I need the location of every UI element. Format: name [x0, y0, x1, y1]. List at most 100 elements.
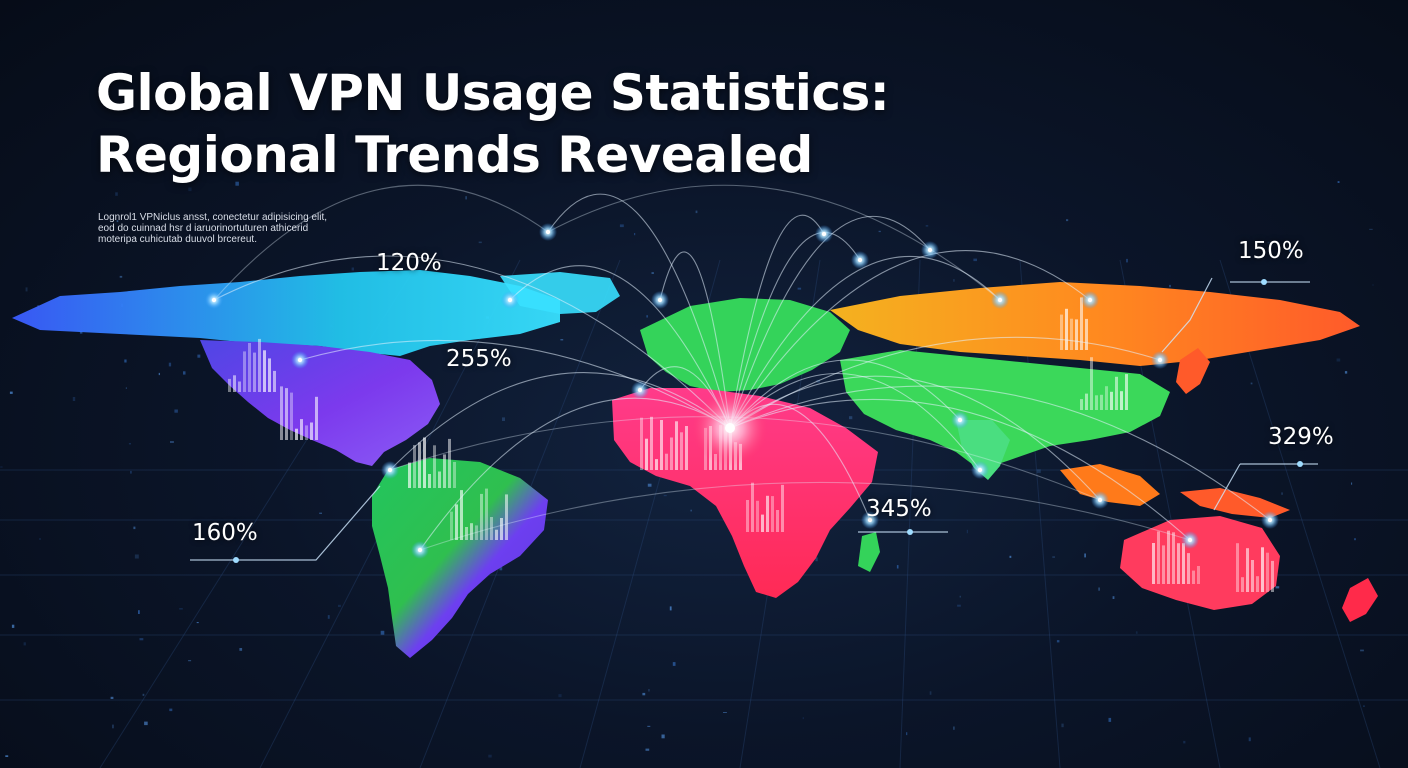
bar-mark [1261, 547, 1264, 592]
light-speck [1344, 371, 1348, 374]
light-speck [802, 717, 804, 720]
light-speck [133, 526, 136, 530]
light-speck [9, 391, 13, 394]
bar-mark [655, 459, 658, 470]
glow-node-core [637, 387, 643, 393]
light-speck [634, 233, 636, 236]
bar-mark [1167, 530, 1170, 584]
light-speck [723, 712, 727, 713]
region-europe [640, 298, 850, 392]
light-speck [1061, 723, 1064, 728]
bar-mark [1095, 395, 1098, 410]
light-speck [239, 648, 243, 651]
light-speck [502, 417, 505, 421]
light-speck [1275, 586, 1280, 589]
bar-mark [290, 392, 293, 440]
light-speck [642, 692, 646, 696]
bar-mark [470, 523, 473, 540]
light-speck [188, 660, 192, 662]
light-speck [1183, 740, 1186, 744]
bar-mark [1177, 543, 1180, 584]
light-speck [142, 693, 145, 696]
light-speck [11, 624, 15, 628]
light-speck [1098, 587, 1100, 591]
light-speck [380, 630, 385, 635]
light-speck [130, 470, 132, 474]
light-speck [1056, 640, 1060, 643]
light-speck [645, 748, 650, 751]
bar-mark [280, 386, 283, 440]
light-speck [906, 732, 908, 736]
intro-line-3: moteripa cuhicutab duuvol brcereut. [98, 234, 257, 245]
bar-mark [248, 343, 251, 392]
region-asia-central [840, 350, 1170, 470]
stat-label-africa: 345% [866, 496, 932, 522]
light-speck [1084, 553, 1086, 558]
connection-arc [299, 339, 731, 429]
region-oceania [1120, 516, 1280, 610]
bar-mark [408, 462, 411, 488]
bar-mark [315, 396, 318, 440]
glow-nodes [205, 223, 1279, 559]
title-line-2: Regional Trends Revealed [96, 126, 813, 184]
stat-label-north-america: 120% [376, 250, 442, 276]
glow-node-core [387, 467, 393, 473]
bar-mark [675, 421, 678, 470]
light-speck [959, 595, 961, 598]
light-speck [174, 409, 178, 413]
hub-core [725, 423, 735, 433]
bar-mark [1197, 566, 1200, 584]
bar-mark [228, 378, 231, 392]
light-speck [1009, 555, 1012, 558]
glow-node-core [1267, 517, 1273, 523]
bar-mark [268, 358, 271, 392]
light-speck [1250, 382, 1253, 385]
light-speck [1363, 705, 1365, 707]
bar-mark [243, 351, 246, 392]
light-speck [351, 267, 354, 271]
bar-mark [670, 437, 673, 470]
light-speck [499, 567, 503, 571]
light-speck [815, 557, 818, 562]
bar-mark [310, 422, 313, 440]
bar-mark [1157, 531, 1160, 584]
bar-mark [1256, 576, 1259, 592]
light-speck [619, 224, 624, 228]
bar-mark [258, 338, 261, 392]
region-new-zealand [1342, 578, 1378, 622]
glow-node-core [417, 547, 423, 553]
intro-text: Lognrol1 VPNiclus ansst, conectetur adip… [98, 212, 398, 245]
light-speck [1036, 469, 1041, 473]
bar-mark [1192, 570, 1195, 584]
light-speck [925, 225, 929, 227]
light-speck [488, 754, 492, 758]
glow-node-core [507, 297, 513, 303]
glow-node-core [867, 517, 873, 523]
bar-mark [1070, 318, 1073, 350]
connection-arc [729, 372, 981, 471]
glow-node-core [1157, 357, 1163, 363]
bar-mark [438, 471, 441, 488]
light-speck [138, 610, 140, 614]
stat-label-north-atlantic: 255% [446, 346, 512, 372]
bar-mark [300, 419, 303, 440]
light-speck [169, 708, 173, 712]
light-speck [115, 192, 118, 196]
bar-mark [1060, 314, 1063, 350]
light-speck [558, 694, 562, 698]
light-speck [1337, 181, 1340, 183]
light-speck [139, 638, 144, 641]
light-speck [896, 565, 899, 569]
bar-mark [1105, 386, 1108, 410]
light-speck [1372, 284, 1374, 286]
light-speck [661, 734, 665, 739]
connection-arc [547, 193, 731, 429]
light-speck [1289, 248, 1293, 252]
glow-node-core [1187, 537, 1193, 543]
region-africa [612, 388, 878, 598]
region-north-america [200, 340, 440, 466]
bar-mark [450, 511, 453, 540]
bar-mark [1182, 543, 1185, 584]
connection-arc [509, 265, 731, 429]
glow-node-core [1097, 497, 1103, 503]
